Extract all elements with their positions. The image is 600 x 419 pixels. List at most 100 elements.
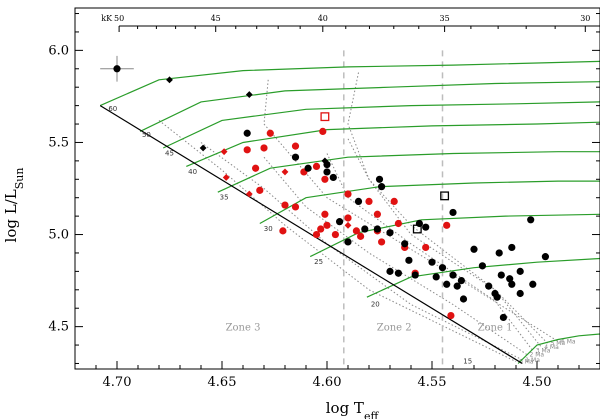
- plot-area: [75, 8, 600, 369]
- y-axis-title: log L/LSun: [2, 168, 26, 243]
- data-point-circle: [373, 210, 381, 218]
- data-point-circle: [447, 311, 455, 320]
- data-point-diamond: [321, 157, 329, 165]
- data-point-circle: [386, 267, 394, 275]
- data-point-circle: [401, 240, 409, 248]
- isochrone-label: 1 Ma: [525, 357, 540, 364]
- axes-group: 4.70 4.65 4.60 4.55 4.504.55.05.56.0kK 50 45 40…: [48, 7, 600, 390]
- data-point-circle: [352, 227, 360, 235]
- isochrone-label: 5 Ma: [551, 340, 566, 347]
- data-point-circle: [506, 275, 514, 283]
- data-point-circle: [266, 129, 274, 137]
- data-point-circle: [541, 253, 550, 261]
- evolutionary-track: [309, 213, 600, 258]
- zone-label: Zone 2: [377, 322, 412, 333]
- zams-group: 60 50 45 40 35 30 25 20 15: [99, 105, 523, 365]
- isochrone-label: 4 Ma: [544, 344, 559, 351]
- mass-label: 50: [142, 131, 151, 139]
- data-point-circle: [394, 269, 402, 277]
- mass-label: 25: [314, 258, 323, 266]
- data-point-circle: [411, 271, 419, 279]
- evolutionary-track: [99, 60, 600, 107]
- data-points-group: [100, 55, 550, 322]
- data-point-circle: [344, 214, 352, 222]
- data-point-circle: [386, 229, 394, 237]
- data-point-diamond: [245, 91, 253, 98]
- data-point-circle: [279, 227, 287, 235]
- evolutionary-track: [139, 81, 600, 132]
- data-point-circle: [495, 249, 503, 257]
- x-axis-title: log Teff: [326, 399, 380, 419]
- isochrone-label: 0 Ma: [519, 359, 534, 366]
- data-point-diamond: [281, 168, 289, 176]
- zone-label: Zone 3: [226, 322, 261, 333]
- evolutionary-track: [366, 257, 600, 298]
- data-point-diamond: [344, 221, 352, 229]
- mass-label: 40: [188, 168, 197, 176]
- data-point-diamond: [245, 190, 253, 198]
- isochrone-label: 6 Ma: [561, 338, 576, 345]
- x-tick-label: 4.70: [103, 375, 132, 390]
- evolutionary-track: [186, 121, 600, 167]
- y-tick-label: 6.0: [48, 43, 69, 58]
- data-point-circle: [499, 313, 507, 322]
- data-point-circle: [405, 256, 413, 264]
- data-point-circle: [260, 144, 268, 152]
- data-point-circle: [432, 273, 440, 281]
- error-bar-point: [113, 65, 121, 73]
- data-point-circle: [336, 218, 344, 226]
- isochrone-group: 6 Ma5 Ma4 Ma3 Ma2 Ma1 Ma0 Ma: [158, 72, 576, 366]
- data-point-square: [440, 191, 450, 201]
- isochrone-line: [263, 156, 527, 355]
- isochrone-line: [263, 79, 559, 342]
- data-point-circle: [378, 238, 386, 246]
- data-point-square: [412, 224, 422, 234]
- zone-boundary-group: Zone 3 Zone 2 Zone 1: [226, 50, 513, 369]
- data-point-circle: [304, 164, 312, 172]
- plot-background: [75, 8, 600, 369]
- data-point-circle: [344, 238, 352, 246]
- data-point-circle: [373, 225, 381, 233]
- top-tick-label: 30: [580, 14, 590, 23]
- data-point-circle: [344, 190, 352, 198]
- data-point-diamond: [199, 144, 207, 152]
- plot-frame: [74, 7, 600, 370]
- data-point-circle: [516, 289, 524, 298]
- evolutionary-track: [162, 101, 600, 149]
- data-point-circle: [497, 271, 505, 279]
- data-point-diamond: [220, 148, 228, 156]
- data-point-circle: [291, 153, 300, 161]
- data-point-circle: [378, 183, 386, 191]
- data-point-circle: [457, 276, 465, 285]
- data-point-circle: [357, 232, 365, 240]
- top-tick-label: 50: [114, 14, 124, 23]
- data-point-circle: [331, 230, 339, 239]
- data-point-circle: [470, 245, 478, 253]
- data-point-circle: [459, 295, 468, 303]
- zone-label: Zone 1: [478, 322, 513, 333]
- mass-label: 30: [264, 225, 273, 233]
- data-point-circle: [319, 127, 327, 136]
- data-point-circle: [291, 142, 300, 150]
- isochrone-label: 3 Ma: [536, 348, 551, 355]
- data-point-circle: [281, 201, 289, 209]
- x-tick-label: 4.55: [418, 375, 447, 390]
- data-point-circle: [422, 243, 430, 252]
- top-tick-label: 45: [211, 14, 221, 23]
- data-point-circle: [453, 282, 461, 290]
- data-point-circle: [243, 146, 251, 154]
- data-point-circle: [478, 262, 486, 270]
- data-point-circle: [321, 210, 329, 218]
- data-point-circle: [291, 203, 300, 211]
- y-tick-label: 5.0: [48, 228, 69, 243]
- mass-label: 45: [165, 149, 174, 157]
- data-point-circle: [329, 173, 337, 182]
- data-point-circle: [443, 280, 451, 288]
- isochrone-line: [158, 120, 517, 363]
- isochrone-label: 2 Ma: [530, 351, 545, 358]
- x-tick-label: 4.60: [313, 375, 342, 390]
- data-point-circle: [312, 230, 321, 239]
- data-point-circle: [422, 223, 430, 231]
- isochrone-line: [200, 142, 523, 361]
